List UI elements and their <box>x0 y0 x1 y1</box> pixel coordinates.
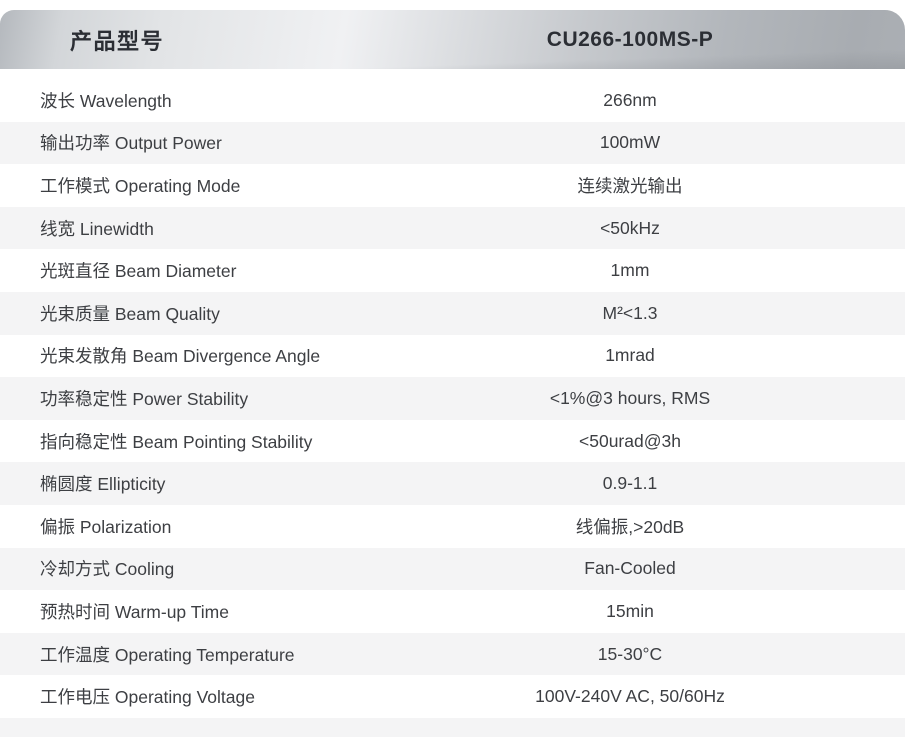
spec-label: 偏振 Polarization <box>40 516 172 537</box>
spec-rows: 波长 Wavelength 266nm 输出功率 Output Power 10… <box>0 79 905 718</box>
spec-value: M²<1.3 <box>602 302 658 323</box>
spec-row-beam-pointing-stability: 指向稳定性 Beam Pointing Stability <50urad@3h <box>0 419 905 463</box>
header-model-number: CU266-100MS-P <box>546 27 714 51</box>
next-row-partial-band <box>0 717 905 737</box>
spec-row-beam-quality: 光束质量 Beam Quality M²<1.3 <box>0 291 905 335</box>
spec-value: 100V-240V AC, 50/60Hz <box>535 686 725 707</box>
top-margin <box>0 0 905 10</box>
spec-row-cooling: 冷却方式 Cooling Fan-Cooled <box>0 547 905 591</box>
spec-label: 功率稳定性 Power Stability <box>40 388 249 409</box>
spec-value: 1mm <box>610 260 650 281</box>
spec-value: 1mrad <box>605 345 655 366</box>
spec-value: Fan-Cooled <box>584 558 676 579</box>
spec-value: <50urad@3h <box>579 430 681 451</box>
spec-label: 线宽 Linewidth <box>40 218 154 239</box>
spec-value: 15min <box>606 600 654 621</box>
spec-value: <1%@3 hours, RMS <box>549 387 711 408</box>
spec-value: 15-30°C <box>597 643 663 664</box>
spec-row-operating-voltage: 工作电压 Operating Voltage 100V-240V AC, 50/… <box>0 675 905 718</box>
spec-row-ellipticity: 椭圆度 Ellipticity 0.9-1.1 <box>0 462 905 505</box>
header-gap <box>0 69 905 79</box>
spec-value: 线偏振,>20dB <box>575 516 685 537</box>
spec-label: 光束质量 Beam Quality <box>40 303 220 324</box>
spec-row-output-power: 输出功率 Output Power 100mW <box>0 121 905 165</box>
spec-label: 工作模式 Operating Mode <box>40 175 241 196</box>
spec-row-polarization: 偏振 Polarization 线偏振,>20dB <box>0 504 905 548</box>
spec-row-linewidth: 线宽 Linewidth <50kHz <box>0 206 905 250</box>
spec-value: 266nm <box>603 89 657 110</box>
spec-label: 预热时间 Warm-up Time <box>40 601 229 622</box>
spec-label: 椭圆度 Ellipticity <box>40 474 166 495</box>
spec-row-power-stability: 功率稳定性 Power Stability <1%@3 hours, RMS <box>0 377 905 420</box>
spec-value: 100mW <box>599 132 661 153</box>
spec-label: 指向稳定性 Beam Pointing Stability <box>40 431 313 452</box>
spec-value: <50kHz <box>600 217 660 238</box>
header-label-product-model: 产品型号 <box>70 28 165 54</box>
spec-value: 连续激光输出 <box>577 175 683 196</box>
table-header: 产品型号 CU266-100MS-P <box>0 10 905 69</box>
spec-label: 工作温度 Operating Temperature <box>40 644 295 665</box>
spec-label: 输出功率 Output Power <box>40 133 222 154</box>
spec-row-beam-divergence-angle: 光束发散角 Beam Divergence Angle 1mrad <box>0 334 905 378</box>
spec-row-wavelength: 波长 Wavelength 266nm <box>0 79 905 122</box>
spec-row-operating-mode: 工作模式 Operating Mode 连续激光输出 <box>0 164 905 207</box>
spec-row-operating-temperature: 工作温度 Operating Temperature 15-30°C <box>0 632 905 676</box>
spec-label: 工作电压 Operating Voltage <box>40 687 255 708</box>
spec-label: 冷却方式 Cooling <box>40 559 175 580</box>
spec-label: 光斑直径 Beam Diameter <box>40 261 237 282</box>
spec-label: 光束发散角 Beam Divergence Angle <box>40 346 321 367</box>
spec-row-beam-diameter: 光斑直径 Beam Diameter 1mm <box>0 249 905 292</box>
spec-value: 0.9-1.1 <box>602 473 658 494</box>
spec-row-warm-up-time: 预热时间 Warm-up Time 15min <box>0 590 905 633</box>
spec-label: 波长 Wavelength <box>40 90 172 111</box>
